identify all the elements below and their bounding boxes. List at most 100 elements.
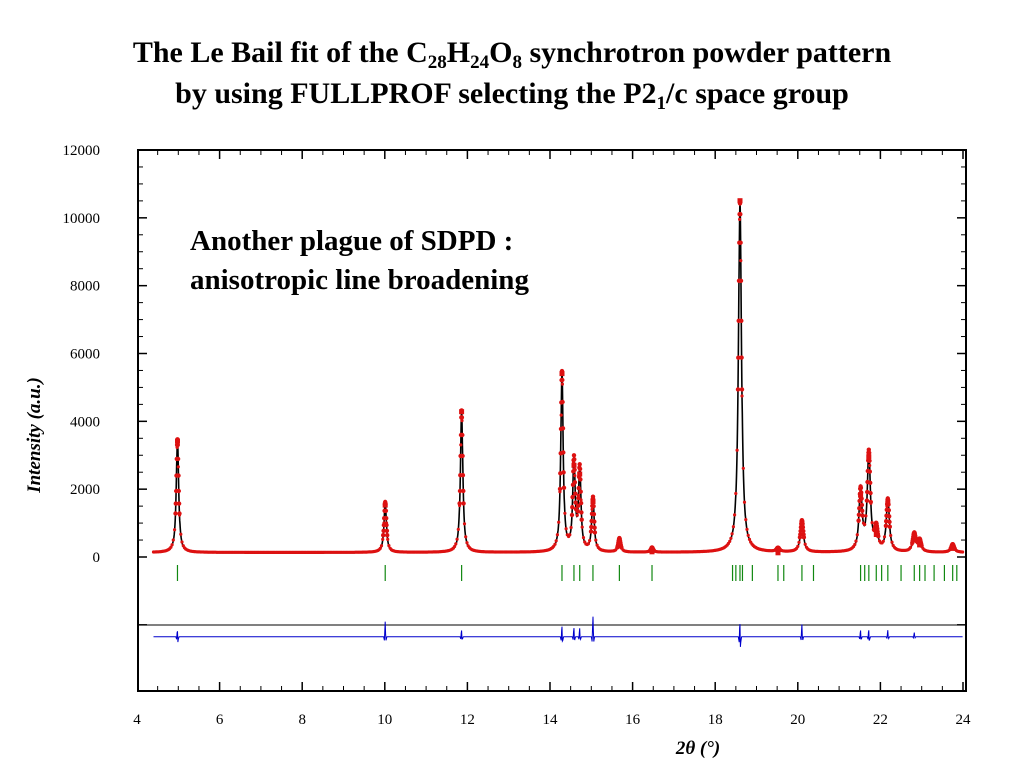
observed-point [887,519,892,525]
observed-point [889,533,893,538]
observed-peak-top [616,540,622,545]
observed-point [592,530,598,535]
observed-point [462,522,467,526]
x-tick-label: 6 [216,712,224,728]
observed-point [855,533,859,537]
x-tick-label: 12 [460,712,475,728]
observed-point [856,518,861,523]
observed-peak-top [911,535,917,541]
observed-point [619,545,624,550]
observed-point [595,543,599,547]
observed-point [868,499,873,505]
observed-point [560,377,565,383]
observed-point [868,490,873,496]
observed-point [738,240,743,245]
observed-point [573,474,577,478]
observed-point [564,527,568,531]
observed-point [801,535,807,540]
annotation-line-1: Another plague of SDPD : [190,225,514,257]
observed-point [580,525,584,529]
observed-point [169,545,173,549]
observed-point [558,471,563,476]
observed-point [455,537,459,541]
observed-point [801,528,806,534]
title-line-2: by using FULLPROF selecting the P21/c sp… [175,77,849,114]
observed-point [863,522,867,527]
observed-point [594,538,598,542]
observed-point [860,513,865,518]
observed-point [853,542,857,547]
x-tick-label: 8 [298,712,306,728]
plot-frame [137,149,967,692]
slide-title: The Le Bail fit of the C28H24O8 synchrot… [0,32,1024,114]
observed-point [858,485,864,491]
observed-point [383,508,389,513]
observed-point [589,524,594,530]
observed-point [560,399,565,405]
observed-point [867,458,872,463]
observed-point [571,453,577,458]
observed-point [739,259,743,263]
x-tick-label: 4 [133,712,141,728]
observed-point [890,540,894,544]
observed-point [741,466,745,470]
x-tick-label: 14 [543,712,559,728]
observed-point [557,486,563,492]
observed-point [729,536,733,540]
observed-peak-top [382,502,388,508]
observed-point [883,523,889,528]
observed-point [882,535,887,539]
observed-point [453,544,457,549]
observed-point [461,501,466,506]
observed-point [464,535,468,539]
observed-point [592,519,597,524]
observed-point [575,513,579,517]
observed-point [881,539,885,543]
observed-point [588,529,594,534]
observed-point [576,485,581,491]
observed-point [553,542,557,546]
observed-point [592,525,597,530]
observed-point [733,513,737,517]
observed-point [559,413,563,417]
observed-point [740,394,744,398]
observed-point [575,509,580,514]
observed-point [568,533,572,537]
observed-peak-top [873,532,879,537]
observed-point [591,504,596,509]
x-tick-label: 22 [873,712,888,728]
observed-point [459,443,463,447]
observed-peak-top [950,545,956,551]
observed-point [887,514,892,519]
observed-peak-top [459,409,465,415]
observed-point [803,542,807,546]
observed-point [460,473,466,478]
annotation-line-2: anisotropic line broadening [190,264,529,296]
observed-point [170,543,174,547]
observed-point [578,489,583,494]
observed-point [454,542,458,546]
observed-point [177,511,182,516]
observed-point [579,517,584,522]
observed-point [176,488,181,494]
observed-point [577,466,583,472]
observed-point [591,512,597,517]
observed-point [860,508,865,513]
observed-point [460,432,465,438]
observed-point [745,527,749,532]
observed-point [460,453,465,459]
observed-point [742,500,747,504]
y-tick-label: 2000 [70,482,100,498]
observed-point [555,533,560,537]
x-tick-label: 24 [956,712,972,728]
observed-point [173,528,177,532]
observed-point [457,488,463,494]
observed-point [864,514,868,518]
observed-peak-top [649,549,655,555]
x-tick-label: 16 [625,712,641,728]
observed-point [867,450,872,455]
observed-point [176,473,181,478]
y-tick-label: 4000 [70,414,100,430]
observed-point [457,501,462,506]
